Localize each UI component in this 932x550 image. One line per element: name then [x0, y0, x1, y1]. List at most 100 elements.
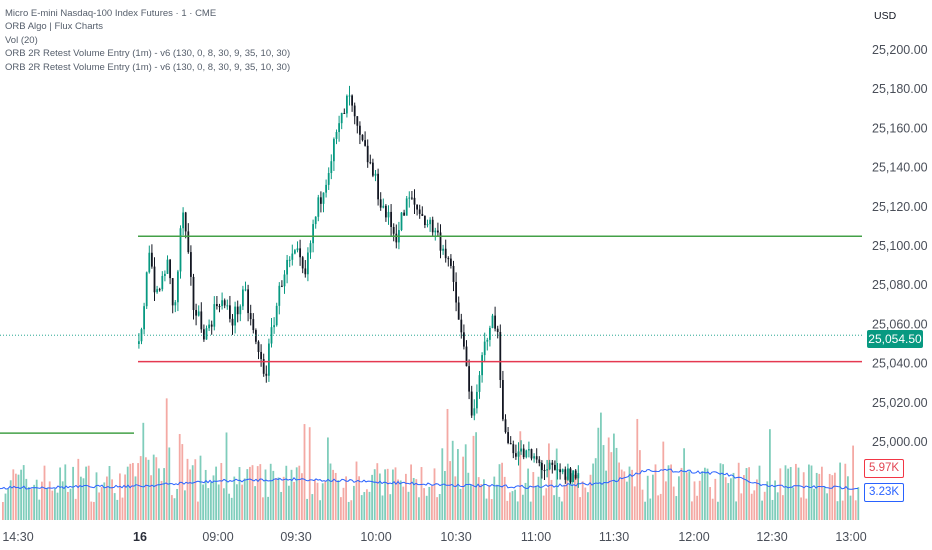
candle-body — [429, 219, 431, 225]
candle-body — [299, 248, 301, 258]
time-tick-label: 10:30 — [440, 530, 471, 544]
volume-bar — [675, 496, 678, 520]
volume-bar — [779, 468, 782, 520]
volume-bar — [784, 465, 787, 520]
volume-bar — [563, 484, 566, 520]
volume-bar — [379, 473, 381, 520]
candle-body — [143, 306, 145, 330]
candle-body — [517, 451, 520, 457]
volume-bar — [449, 461, 451, 520]
volume-bar — [623, 471, 626, 520]
volume-bar — [545, 488, 548, 520]
volume-bar — [841, 500, 844, 520]
volume-bar — [202, 484, 204, 520]
volume-bar — [529, 501, 532, 520]
symbol-title[interactable]: Micro E-mini Nasdaq-100 Index Futures · … — [5, 8, 217, 19]
volume-bar — [568, 468, 571, 520]
volume-bar — [732, 472, 735, 520]
volume-bar — [420, 467, 423, 520]
volume-bar — [2, 501, 4, 520]
volume-bar — [581, 481, 584, 520]
candle-body — [395, 233, 398, 243]
candle-body — [494, 315, 496, 329]
volume-bar — [108, 465, 111, 520]
candle-body — [447, 258, 450, 260]
volume-bar — [436, 497, 438, 520]
volume-bar — [207, 488, 210, 520]
candle-body — [148, 252, 151, 273]
indicator-orb-retest-2[interactable]: ORB 2R Retest Volume Entry (1m) - v6 (13… — [5, 61, 291, 73]
volume-bar — [308, 427, 311, 520]
volume-bar — [35, 479, 38, 520]
volume-bar — [488, 485, 490, 520]
volume-bar — [147, 459, 150, 520]
candle-body — [242, 289, 244, 307]
volume-bar — [233, 476, 236, 520]
volume-bar — [639, 450, 641, 520]
volume-bar — [204, 469, 207, 520]
volume-bar — [246, 469, 249, 520]
indicator-orb-retest-1[interactable]: ORB 2R Retest Volume Entry (1m) - v6 (13… — [5, 48, 291, 60]
volume-bar — [72, 466, 74, 520]
volume-bar — [433, 468, 436, 520]
volume-bar — [160, 480, 163, 520]
volume-bar — [249, 466, 251, 520]
volume-bar — [61, 481, 64, 520]
candle-body — [535, 456, 538, 460]
volume-bar — [737, 462, 740, 520]
price-axis[interactable]: 25,000.00 25,020.00 25,040.00 25,060.00 25,0… — [872, 43, 928, 449]
volume-bar — [184, 490, 186, 520]
volume-bar — [815, 472, 818, 520]
volume-bar — [197, 501, 199, 520]
candle-body — [543, 470, 546, 472]
orb-levels — [0, 235, 862, 434]
candle-body — [491, 315, 494, 328]
volume-bar — [620, 469, 623, 520]
volume-bar — [451, 440, 454, 520]
candle-body — [496, 328, 499, 332]
volume-bar — [15, 473, 17, 520]
volume-bar — [152, 454, 155, 520]
chart-legend: Micro E-mini Nasdaq-100 Index Futures · … — [5, 7, 290, 74]
volume-bar — [41, 481, 43, 520]
volume-bar — [769, 429, 771, 520]
candle-body — [572, 470, 574, 483]
candle-body — [366, 145, 369, 163]
candle-body — [291, 253, 294, 260]
candle-body — [548, 462, 551, 470]
volume-bar — [636, 418, 639, 520]
time-tick-label: 11:30 — [599, 530, 629, 544]
volume-bar — [542, 495, 545, 520]
price-tick-label: 25,180.00 — [872, 82, 928, 96]
candle-body — [569, 468, 572, 483]
volume-bar — [373, 469, 376, 520]
candle-body — [260, 351, 262, 360]
candle-body — [481, 355, 483, 376]
last-price-badge: 25,054.50 — [867, 330, 923, 348]
volume-bar — [366, 489, 368, 520]
volume-bar — [103, 482, 106, 520]
volume-bar — [800, 497, 802, 520]
indicator-volume[interactable]: Vol (20) — [5, 34, 38, 46]
volume-bar — [459, 488, 462, 520]
volume-bar — [766, 481, 769, 520]
volume-bar — [771, 499, 774, 520]
currency-label[interactable]: USD — [874, 10, 897, 22]
candle-body — [255, 330, 257, 342]
indicator-orb-algo[interactable]: ORB Algo | Flux Charts — [5, 21, 104, 33]
volume-bar — [256, 466, 259, 520]
volume-bar — [285, 465, 288, 520]
volume-bar — [662, 441, 665, 520]
candle-body — [512, 444, 515, 454]
time-tick-label: 10:00 — [360, 530, 391, 544]
volume-bar — [30, 488, 33, 520]
volume-bar — [186, 458, 189, 520]
volume-bar — [649, 498, 652, 520]
candle-body — [169, 259, 171, 279]
candle-body — [327, 173, 330, 185]
volume-bar — [137, 463, 139, 520]
time-axis[interactable]: 14:30 16 09:00 09:30 10:00 10:30 11:00 11:30 12:… — [2, 530, 866, 544]
volume-bar — [139, 456, 142, 520]
volume-bar — [743, 475, 745, 520]
